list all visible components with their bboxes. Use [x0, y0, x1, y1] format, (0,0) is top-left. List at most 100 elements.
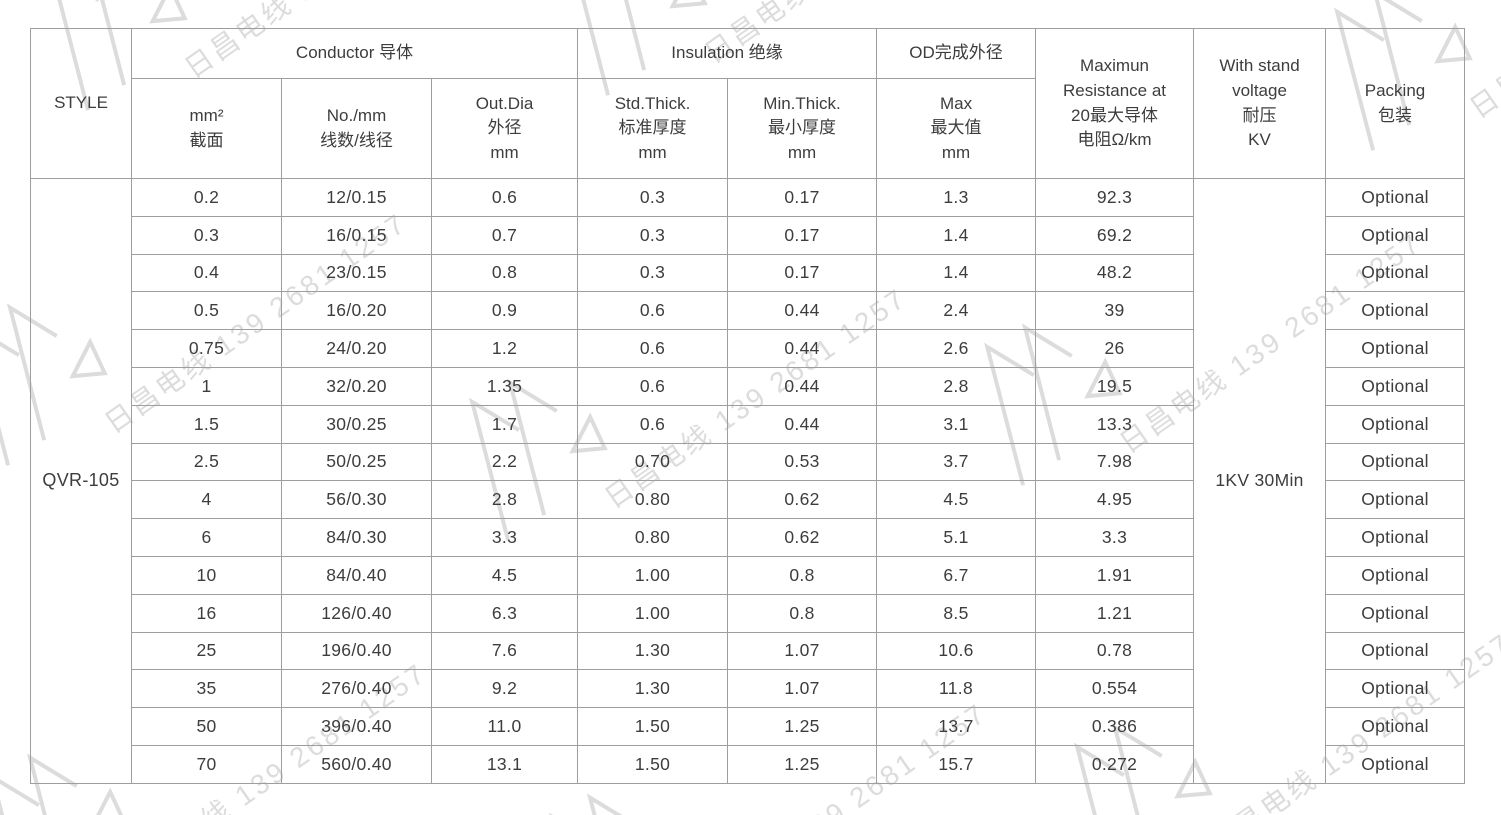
- cell-min-thick: 0.44: [727, 291, 878, 331]
- cell-std-thick: 0.80: [577, 480, 729, 520]
- cell-out-dia: 6.3: [430, 593, 579, 633]
- cell-mm2: 1: [131, 366, 282, 406]
- cell-out-dia: 3.3: [430, 518, 579, 557]
- cell-mm2: 2.5: [131, 442, 282, 482]
- cell-od-max: 2.6: [876, 329, 1037, 368]
- cell-resistance: 1.91: [1035, 555, 1195, 595]
- header-no-mm: No./mm 线数/线径: [281, 78, 432, 179]
- cell-packing: Optional: [1325, 518, 1466, 557]
- cell-mm2: 4: [131, 480, 282, 520]
- cell-resistance: 3.3: [1035, 518, 1195, 557]
- cell-od-max: 1.4: [876, 215, 1037, 255]
- cell-packing: Optional: [1325, 366, 1466, 406]
- cell-od-max: 11.8: [876, 669, 1037, 709]
- cell-resistance: 13.3: [1035, 404, 1195, 444]
- cell-resistance: 26: [1035, 329, 1195, 368]
- cell-out-dia: 13.1: [430, 744, 579, 784]
- cell-packing: Optional: [1325, 291, 1466, 331]
- cell-resistance: 39: [1035, 291, 1195, 331]
- cell-mm2: 35: [131, 669, 282, 709]
- cell-packing: Optional: [1325, 707, 1466, 746]
- cell-mm2: 0.5: [131, 291, 282, 331]
- header-row-columns: mm² 截面 No./mm 线数/线径 Out.Dia 外径 mm Std.Th…: [31, 78, 1465, 179]
- cell-min-thick: 1.07: [727, 669, 878, 709]
- cell-od-max: 3.7: [876, 442, 1037, 482]
- cell-out-dia: 2.2: [430, 442, 579, 482]
- cell-od-max: 13.7: [876, 707, 1037, 746]
- cell-std-thick: 1.50: [577, 707, 729, 746]
- cell-no-mm: 23/0.15: [281, 253, 432, 293]
- header-conductor-group: Conductor 导体: [130, 28, 579, 79]
- header-std-thick: Std.Thick. 标准厚度 mm: [577, 78, 729, 179]
- cell-std-thick: 0.3: [577, 253, 729, 293]
- cell-od-max: 4.5: [876, 480, 1037, 520]
- cell-no-mm: 560/0.40: [281, 744, 432, 784]
- cell-std-thick: 1.00: [577, 593, 729, 633]
- cell-out-dia: 2.8: [430, 480, 579, 520]
- withstand-value-cell: 1KV 30Min: [1193, 178, 1327, 784]
- watermark-text: 日昌电线 139 2681 1257: [1464, 0, 1501, 125]
- cell-min-thick: 0.8: [727, 555, 878, 595]
- cell-mm2: 1.5: [131, 404, 282, 444]
- cell-out-dia: 0.8: [430, 253, 579, 293]
- cell-no-mm: 30/0.25: [281, 404, 432, 444]
- cell-packing: Optional: [1325, 593, 1466, 633]
- cell-resistance: 19.5: [1035, 366, 1195, 406]
- cell-mm2: 16: [131, 593, 282, 633]
- cell-od-max: 15.7: [876, 744, 1037, 784]
- cell-packing: Optional: [1325, 555, 1466, 595]
- table-header: STYLE Conductor 导体 Insulation 绝缘 OD完成外径 …: [30, 28, 1466, 179]
- cell-no-mm: 126/0.40: [281, 593, 432, 633]
- header-withstand: With stand voltage 耐压 KV: [1193, 28, 1327, 179]
- cell-min-thick: 0.62: [727, 480, 878, 520]
- cell-od-max: 1.4: [876, 253, 1037, 293]
- cell-min-thick: 1.25: [727, 707, 878, 746]
- cell-mm2: 10: [131, 555, 282, 595]
- cell-mm2: 6: [131, 518, 282, 557]
- cell-std-thick: 1.00: [577, 555, 729, 595]
- header-out-dia: Out.Dia 外径 mm: [430, 78, 579, 179]
- cell-no-mm: 196/0.40: [281, 631, 432, 671]
- cell-min-thick: 0.17: [727, 253, 878, 293]
- cell-min-thick: 0.17: [727, 215, 878, 255]
- cell-od-max: 3.1: [876, 404, 1037, 444]
- cell-min-thick: 0.44: [727, 329, 878, 368]
- cell-no-mm: 16/0.15: [281, 215, 432, 255]
- cell-no-mm: 32/0.20: [281, 366, 432, 406]
- cell-resistance: 7.98: [1035, 442, 1195, 482]
- cell-min-thick: 0.17: [727, 178, 878, 217]
- header-insulation-group: Insulation 绝缘: [577, 28, 878, 79]
- header-od-max: Max 最大值 mm: [876, 78, 1037, 179]
- spec-table: STYLE Conductor 导体 Insulation 绝缘 OD完成外径 …: [30, 28, 1466, 784]
- cell-out-dia: 7.6: [430, 631, 579, 671]
- cell-out-dia: 9.2: [430, 669, 579, 709]
- cell-min-thick: 0.53: [727, 442, 878, 482]
- cell-std-thick: 0.6: [577, 291, 729, 331]
- cell-std-thick: 0.70: [577, 442, 729, 482]
- cell-resistance: 69.2: [1035, 215, 1195, 255]
- cell-std-thick: 0.3: [577, 178, 729, 217]
- cell-no-mm: 56/0.30: [281, 480, 432, 520]
- cell-packing: Optional: [1325, 442, 1466, 482]
- cell-od-max: 6.7: [876, 555, 1037, 595]
- cell-std-thick: 0.6: [577, 404, 729, 444]
- cell-resistance: 4.95: [1035, 480, 1195, 520]
- cell-no-mm: 84/0.40: [281, 555, 432, 595]
- cell-od-max: 5.1: [876, 518, 1037, 557]
- cell-min-thick: 1.07: [727, 631, 878, 671]
- cell-out-dia: 1.35: [430, 366, 579, 406]
- header-style: STYLE: [30, 28, 132, 179]
- header-row-groups: STYLE Conductor 导体 Insulation 绝缘 OD完成外径 …: [30, 28, 1466, 179]
- table-row: 10 84/0.40 4.5 1.00 0.8 6.7 1.91 Optional: [31, 555, 1466, 595]
- cell-mm2: 25: [131, 631, 282, 671]
- cell-min-thick: 0.44: [727, 404, 878, 444]
- cell-mm2: 0.75: [131, 329, 282, 368]
- cell-no-mm: 12/0.15: [281, 178, 432, 217]
- cell-resistance: 1.21: [1035, 593, 1195, 633]
- cell-mm2: 0.2: [131, 178, 282, 217]
- cell-std-thick: 0.6: [577, 329, 729, 368]
- cell-min-thick: 1.25: [727, 744, 878, 784]
- cell-resistance: 0.386: [1035, 707, 1195, 746]
- cell-no-mm: 84/0.30: [281, 518, 432, 557]
